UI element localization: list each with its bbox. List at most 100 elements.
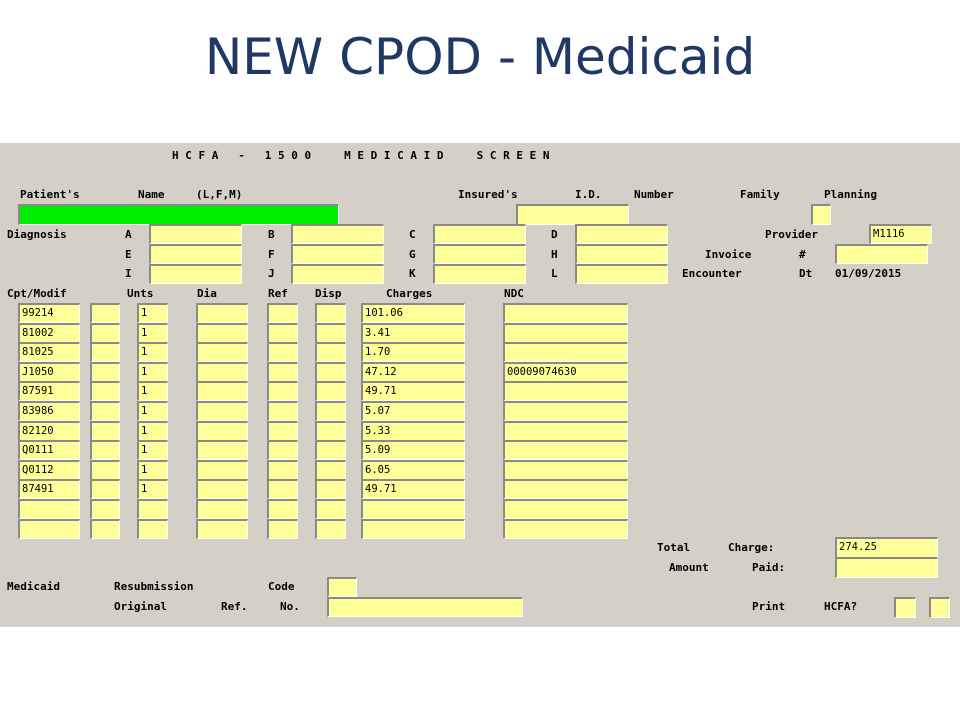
disp-field[interactable] [315, 459, 346, 480]
cpt-field[interactable]: Q0111 [18, 440, 80, 461]
dia-field[interactable] [196, 420, 248, 441]
units-field[interactable]: 1 [137, 303, 168, 323]
modif-field[interactable] [90, 499, 120, 519]
cpt-field[interactable]: 81002 [18, 322, 80, 343]
dia-field[interactable] [196, 401, 248, 421]
ndc-field[interactable] [503, 342, 628, 363]
charges-field[interactable]: 3.41 [361, 322, 465, 343]
units-field[interactable]: 1 [137, 420, 168, 441]
insured-id-field[interactable] [516, 204, 629, 225]
diag-field-b[interactable] [291, 224, 384, 244]
dia-field[interactable] [196, 518, 248, 539]
disp-field[interactable] [315, 401, 346, 421]
cpt-field[interactable]: 99214 [18, 303, 80, 323]
ndc-field[interactable]: 00009074630 [503, 361, 628, 382]
disp-field[interactable] [315, 518, 346, 539]
disp-field[interactable] [315, 420, 346, 441]
units-field[interactable]: 1 [137, 361, 168, 382]
resubmission-code-field[interactable] [327, 577, 357, 597]
charges-field[interactable] [361, 499, 465, 519]
disp-field[interactable] [315, 381, 346, 402]
amount-paid-field[interactable] [835, 557, 938, 578]
units-field[interactable] [137, 518, 168, 539]
cpt-field[interactable]: J1050 [18, 361, 80, 382]
diag-field-j[interactable] [291, 264, 384, 284]
ndc-field[interactable] [503, 303, 628, 323]
charges-field[interactable]: 49.71 [361, 381, 465, 402]
dia-field[interactable] [196, 440, 248, 461]
ndc-field[interactable] [503, 479, 628, 500]
diag-field-f[interactable] [291, 244, 384, 264]
ndc-field[interactable] [503, 499, 628, 519]
ndc-field[interactable] [503, 381, 628, 402]
ndc-field[interactable] [503, 440, 628, 461]
dia-field[interactable] [196, 499, 248, 519]
units-field[interactable]: 1 [137, 459, 168, 480]
ndc-field[interactable] [503, 518, 628, 539]
units-field[interactable]: 1 [137, 401, 168, 421]
disp-field[interactable] [315, 322, 346, 343]
diag-field-e[interactable] [149, 244, 242, 264]
disp-field[interactable] [315, 479, 346, 500]
ref-field[interactable] [267, 342, 298, 363]
print-hcfa-field-2[interactable] [929, 597, 950, 618]
dia-field[interactable] [196, 479, 248, 500]
ndc-field[interactable] [503, 401, 628, 421]
print-hcfa-field-1[interactable] [894, 597, 916, 618]
diag-field-i[interactable] [149, 264, 242, 284]
modif-field[interactable] [90, 459, 120, 480]
cpt-field[interactable]: 81025 [18, 342, 80, 363]
units-field[interactable]: 1 [137, 479, 168, 500]
cpt-field[interactable]: 87591 [18, 381, 80, 402]
cpt-field[interactable]: Q0112 [18, 459, 80, 480]
cpt-field[interactable] [18, 518, 80, 539]
ref-field[interactable] [267, 459, 298, 480]
modif-field[interactable] [90, 303, 120, 323]
ref-field[interactable] [267, 303, 298, 323]
modif-field[interactable] [90, 322, 120, 343]
charges-field[interactable]: 1.70 [361, 342, 465, 363]
dia-field[interactable] [196, 361, 248, 382]
modif-field[interactable] [90, 479, 120, 500]
modif-field[interactable] [90, 420, 120, 441]
units-field[interactable]: 1 [137, 322, 168, 343]
ref-field[interactable] [267, 499, 298, 519]
diag-field-k[interactable] [433, 264, 526, 284]
disp-field[interactable] [315, 499, 346, 519]
disp-field[interactable] [315, 440, 346, 461]
disp-field[interactable] [315, 303, 346, 323]
modif-field[interactable] [90, 518, 120, 539]
ref-field[interactable] [267, 518, 298, 539]
units-field[interactable]: 1 [137, 381, 168, 402]
charges-field[interactable]: 49.71 [361, 479, 465, 500]
dia-field[interactable] [196, 342, 248, 363]
dia-field[interactable] [196, 303, 248, 323]
patient-name-field[interactable] [18, 204, 339, 225]
charges-field[interactable]: 5.07 [361, 401, 465, 421]
charges-field[interactable]: 47.12 [361, 361, 465, 382]
dia-field[interactable] [196, 381, 248, 402]
ref-field[interactable] [267, 381, 298, 402]
invoice-field[interactable] [835, 244, 928, 264]
modif-field[interactable] [90, 440, 120, 461]
disp-field[interactable] [315, 342, 346, 363]
ref-field[interactable] [267, 479, 298, 500]
diag-field-a[interactable] [149, 224, 242, 244]
ref-field[interactable] [267, 401, 298, 421]
units-field[interactable] [137, 499, 168, 519]
cpt-field[interactable]: 87491 [18, 479, 80, 500]
original-ref-no-field[interactable] [327, 597, 523, 617]
charges-field[interactable]: 6.05 [361, 459, 465, 480]
ndc-field[interactable] [503, 420, 628, 441]
units-field[interactable]: 1 [137, 342, 168, 363]
modif-field[interactable] [90, 401, 120, 421]
cpt-field[interactable]: 82120 [18, 420, 80, 441]
disp-field[interactable] [315, 361, 346, 382]
modif-field[interactable] [90, 361, 120, 382]
ref-field[interactable] [267, 322, 298, 343]
charges-field[interactable]: 5.09 [361, 440, 465, 461]
ref-field[interactable] [267, 440, 298, 461]
cpt-field[interactable] [18, 499, 80, 519]
diag-field-l[interactable] [575, 264, 668, 284]
modif-field[interactable] [90, 342, 120, 363]
